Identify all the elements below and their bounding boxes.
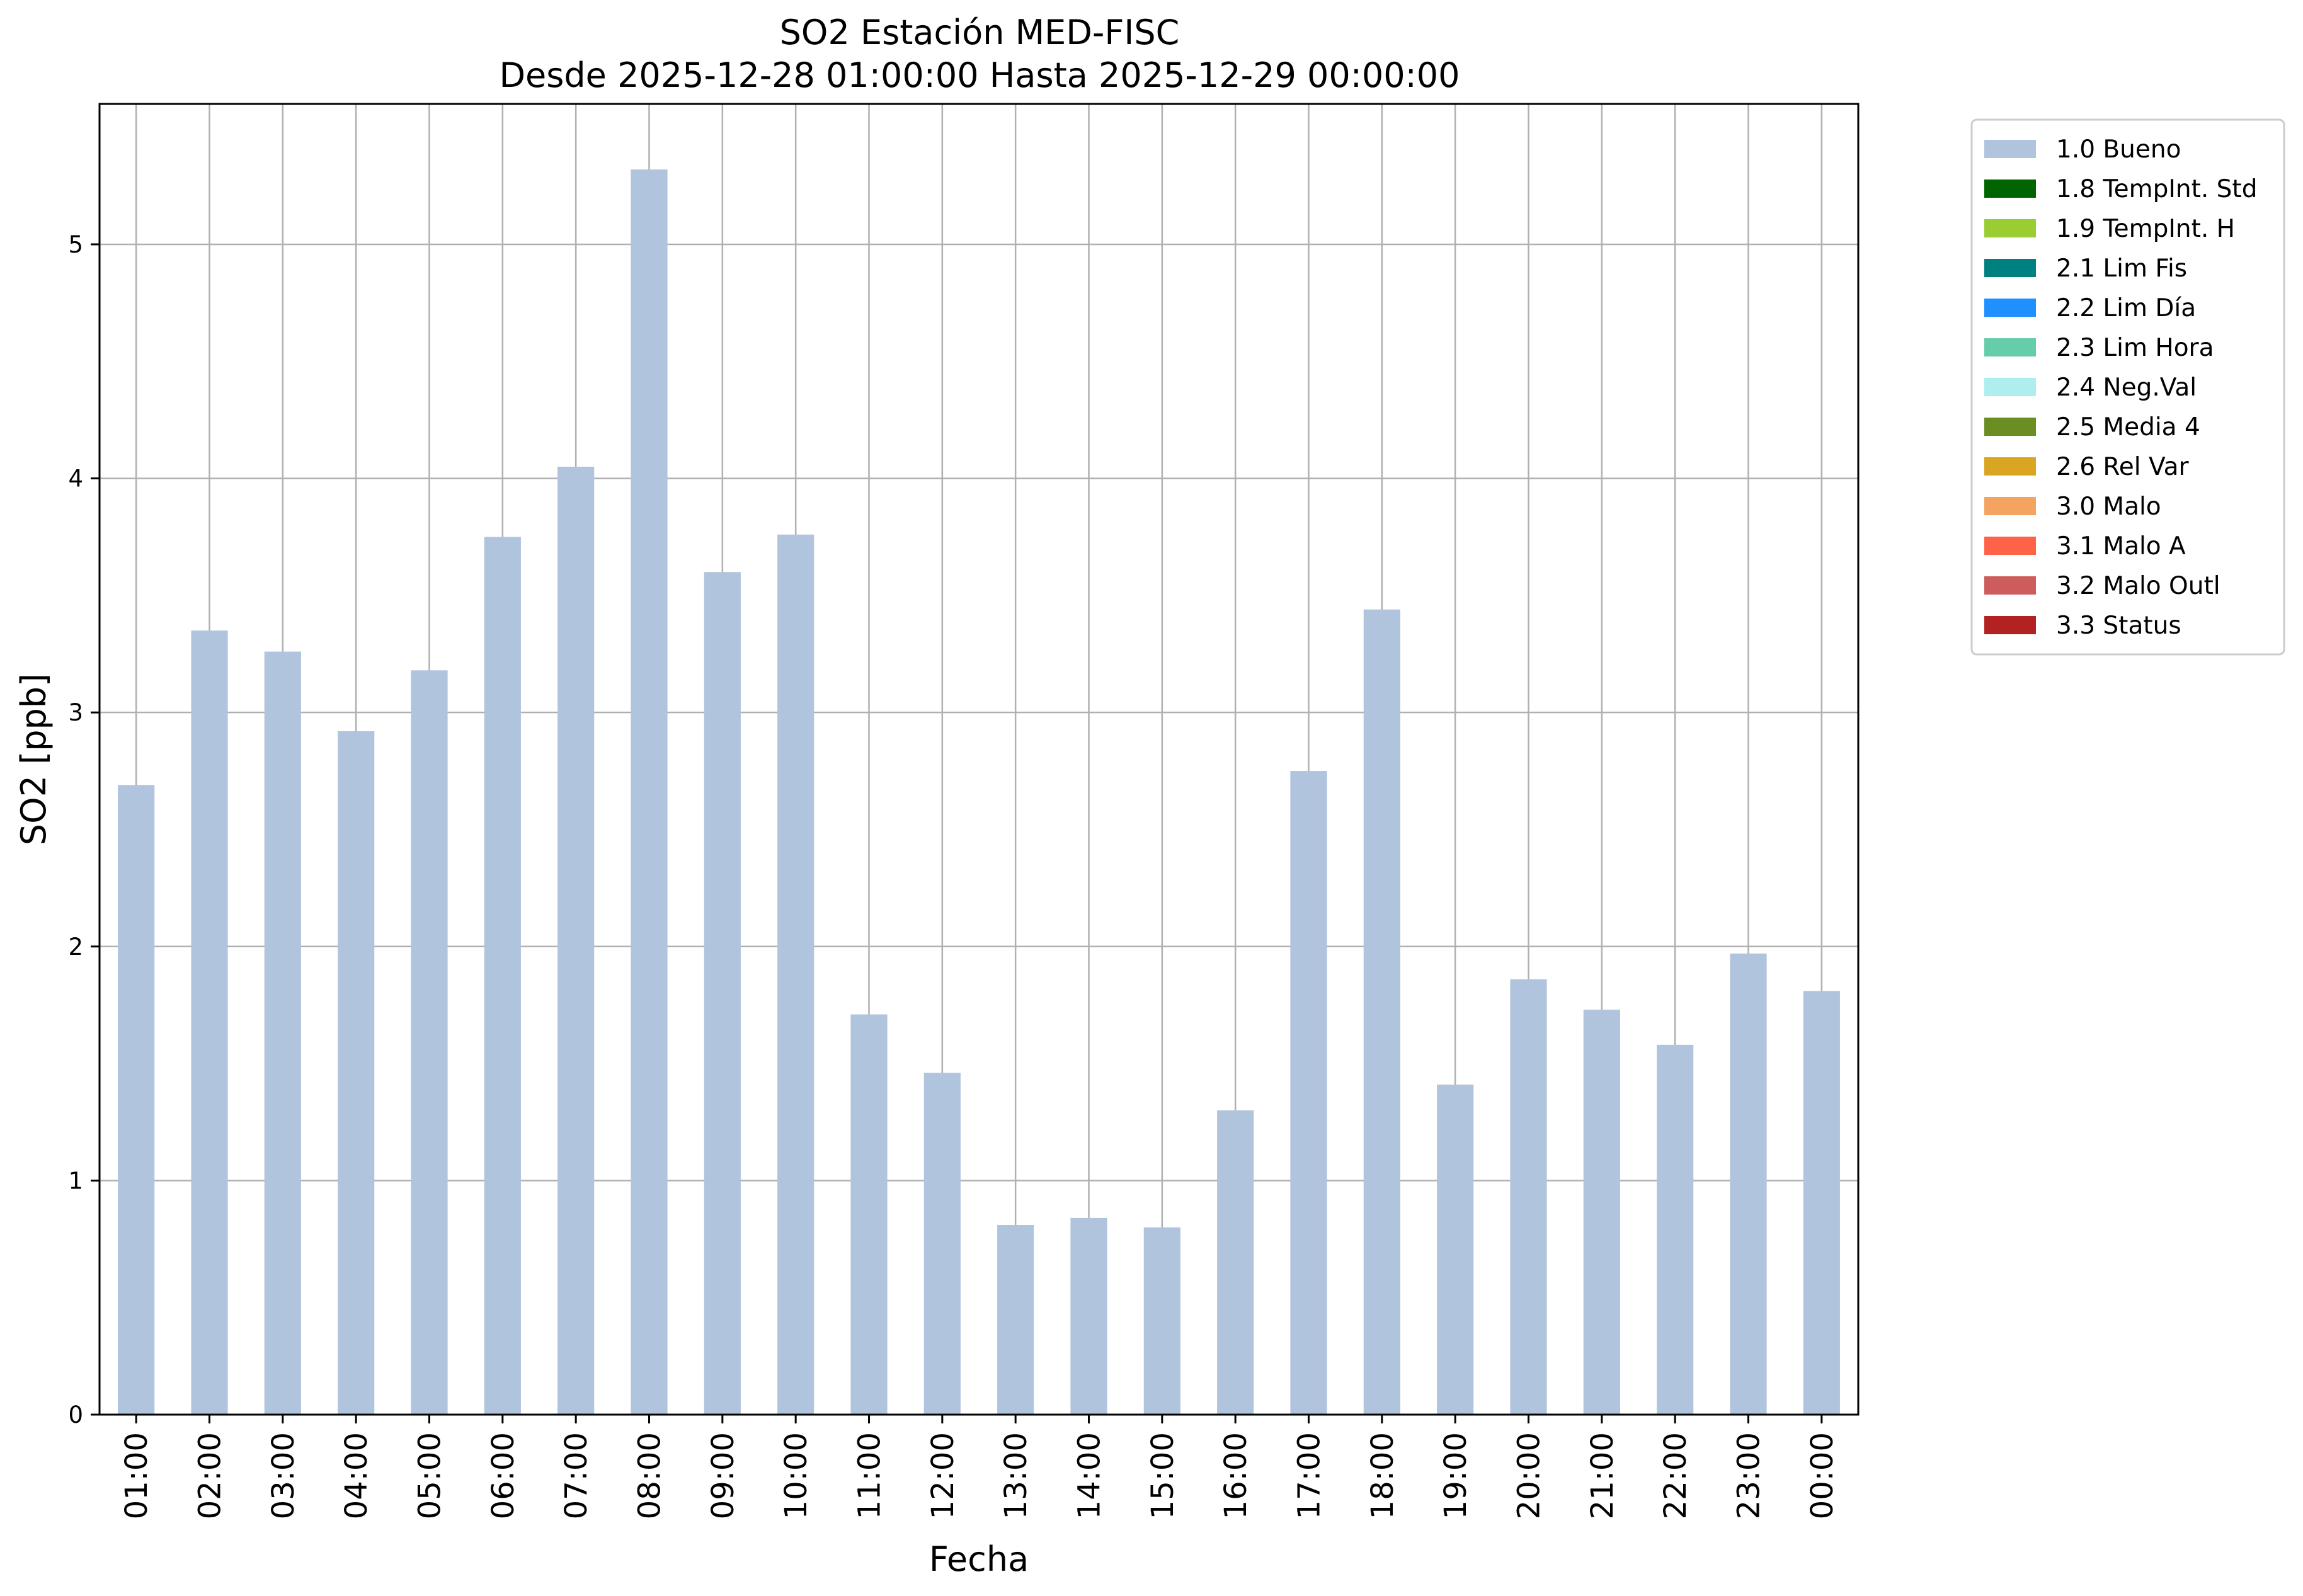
legend-swatch xyxy=(1984,259,2036,277)
y-ticks: 0 1 2 3 4 5 xyxy=(68,231,100,1428)
legend-label: 2.3 Lim Hora xyxy=(2056,334,2214,362)
legend-swatch xyxy=(1984,338,2036,356)
legend-swatch xyxy=(1984,299,2036,317)
x-tick-label: 04:00 xyxy=(339,1432,374,1519)
x-tick-label: 16:00 xyxy=(1218,1432,1254,1519)
legend-label: 1.9 TempInt. H xyxy=(2056,215,2235,243)
y-tick-label: 1 xyxy=(68,1167,83,1194)
x-tick-label: 08:00 xyxy=(632,1432,668,1519)
bar xyxy=(1290,771,1327,1415)
bar xyxy=(118,785,155,1415)
bar xyxy=(1070,1217,1107,1415)
x-tick-label: 03:00 xyxy=(266,1432,301,1519)
bar xyxy=(631,169,668,1415)
x-tick-label: 11:00 xyxy=(852,1432,888,1519)
x-tick-label: 22:00 xyxy=(1658,1432,1693,1519)
legend-label: 2.1 Lim Fis xyxy=(2056,254,2187,283)
bar xyxy=(264,651,301,1415)
legend: 1.0 Bueno 1.8 TempInt. Std 1.9 TempInt. H 2… xyxy=(1970,118,2285,656)
x-tick-label: 15:00 xyxy=(1145,1432,1180,1519)
x-tick-label: 12:00 xyxy=(925,1432,961,1519)
chart-subtitle: Desde 2025-12-28 01:00:00 Hasta 2025-12-… xyxy=(499,55,1460,95)
bar xyxy=(1583,1010,1620,1415)
y-tick-label: 5 xyxy=(68,231,83,258)
x-tick-label: 19:00 xyxy=(1438,1432,1473,1519)
x-tick-label: 13:00 xyxy=(998,1432,1034,1519)
legend-label: 3.0 Malo xyxy=(2056,493,2161,521)
plot-frame xyxy=(98,103,1860,1416)
y-tick-label: 0 xyxy=(68,1401,83,1428)
x-tick-label: 18:00 xyxy=(1365,1432,1400,1519)
bar xyxy=(777,534,814,1415)
bar xyxy=(923,1073,961,1415)
x-tick-label: 02:00 xyxy=(193,1432,228,1519)
x-tick-label: 06:00 xyxy=(486,1432,521,1519)
bar xyxy=(1363,609,1400,1415)
bar xyxy=(484,537,521,1415)
y-tick-label: 3 xyxy=(68,699,83,726)
legend-swatch xyxy=(1984,140,2036,158)
x-tick-label: 01:00 xyxy=(119,1432,154,1519)
y-tick-label: 2 xyxy=(68,933,83,960)
x-tick-label: 20:00 xyxy=(1512,1432,1547,1519)
bar xyxy=(704,572,741,1415)
legend-swatch xyxy=(1984,378,2036,396)
bar xyxy=(1730,953,1767,1415)
x-tick-label: 17:00 xyxy=(1292,1432,1327,1519)
x-tick-label: 10:00 xyxy=(779,1432,814,1519)
legend-swatch xyxy=(1984,576,2036,595)
legend-label: 3.1 Malo A xyxy=(2056,532,2186,561)
legend-swatch xyxy=(1984,219,2036,237)
bar xyxy=(338,731,375,1415)
legend-label: 2.5 Media 4 xyxy=(2056,413,2200,442)
bar xyxy=(191,630,228,1415)
legend-swatch xyxy=(1984,180,2036,198)
bar xyxy=(411,670,448,1415)
x-tick-label: 14:00 xyxy=(1072,1432,1107,1519)
x-tick-label: 21:00 xyxy=(1585,1432,1620,1519)
bar xyxy=(997,1224,1034,1415)
x-tick-label: 09:00 xyxy=(706,1432,741,1519)
bar xyxy=(1803,991,1840,1415)
bar xyxy=(850,1014,888,1415)
legend-label: 2.4 Neg.Val xyxy=(2056,373,2197,402)
legend-swatch xyxy=(1984,457,2036,476)
x-tick-label: 05:00 xyxy=(413,1432,448,1519)
x-tick-label: 07:00 xyxy=(559,1432,594,1519)
legend-swatch xyxy=(1984,497,2036,515)
x-axis-label: Fecha xyxy=(929,1539,1029,1579)
legend-label: 1.0 Bueno xyxy=(2056,135,2181,164)
bars xyxy=(118,169,1840,1415)
legend-label: 3.3 Status xyxy=(2056,612,2181,640)
chart-title: SO2 Estación MED-FISC xyxy=(780,13,1180,52)
x-ticks: 01:00 02:00 03:00 04:00 05:00 06:00 07:00 08:00… xyxy=(119,1415,1840,1519)
legend-swatch xyxy=(1984,537,2036,555)
legend-label: 2.6 Rel Var xyxy=(2056,453,2190,481)
y-tick-label: 4 xyxy=(68,465,83,493)
legend-box xyxy=(1970,118,2285,656)
bar xyxy=(1437,1085,1474,1415)
x-tick-label: 23:00 xyxy=(1732,1432,1767,1519)
bar xyxy=(1657,1044,1694,1415)
legend-label: 2.2 Lim Día xyxy=(2056,294,2196,322)
bar xyxy=(1143,1227,1180,1415)
x-tick-label: 00:00 xyxy=(1805,1432,1840,1519)
bar xyxy=(1217,1110,1254,1415)
legend-swatch xyxy=(1984,418,2036,436)
legend-swatch xyxy=(1984,616,2036,634)
legend-label: 1.8 TempInt. Std xyxy=(2056,175,2257,203)
legend-label: 3.2 Malo Outl xyxy=(2056,572,2220,600)
bar xyxy=(1510,979,1547,1415)
y-axis-label: SO2 [ppb] xyxy=(14,673,54,845)
bar xyxy=(557,466,595,1415)
